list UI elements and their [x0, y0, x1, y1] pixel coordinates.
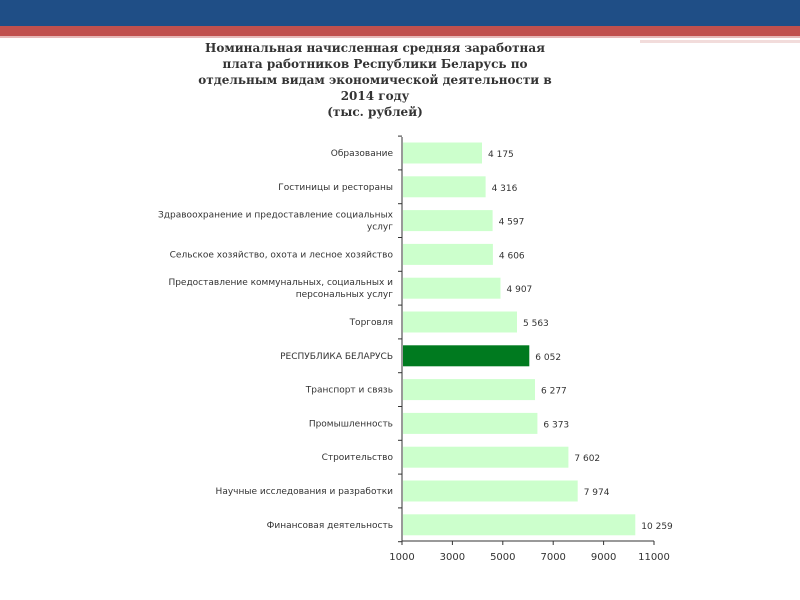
bar	[403, 446, 569, 468]
category-label: Промышленность	[309, 419, 393, 429]
category-label: Научные исследования и разработки	[216, 487, 394, 497]
x-tick-label: 11000	[638, 552, 670, 563]
value-label: 6 373	[543, 420, 569, 430]
category-label: Строительство	[322, 453, 394, 463]
x-tick-label: 1000	[389, 552, 414, 563]
bar	[403, 311, 517, 333]
category-label: Транспорт и связь	[305, 386, 393, 396]
value-label: 10 259	[641, 522, 673, 532]
bar	[403, 210, 493, 232]
value-label: 6 277	[541, 387, 567, 397]
title-line: 2014 году	[340, 89, 410, 103]
value-label: 4 316	[492, 184, 518, 194]
value-label: 6 052	[535, 353, 561, 363]
bar	[403, 514, 636, 536]
value-label: 7 974	[584, 488, 610, 498]
category-label: Финансовая деятельность	[267, 521, 393, 531]
category-label: Торговля	[349, 318, 393, 328]
category-label: Здравоохранение и предоставление социаль…	[158, 211, 394, 221]
title-line: плата работников Республики Беларусь по	[222, 57, 528, 71]
category-label: персональных услуг	[296, 290, 394, 300]
bar	[403, 176, 486, 198]
bar	[403, 379, 535, 401]
bar	[403, 142, 482, 164]
value-label: 5 563	[523, 319, 549, 329]
category-label: Образование	[331, 149, 394, 159]
x-tick-label: 5000	[490, 552, 515, 563]
bar	[403, 277, 501, 299]
bar	[403, 480, 578, 502]
category-label: услуг	[367, 223, 393, 233]
header-banner	[0, 0, 800, 43]
category-label: РЕСПУБЛИКА БЕЛАРУСЬ	[280, 352, 393, 362]
category-label: Сельское хозяйство, охота и лесное хозяй…	[170, 250, 394, 260]
title-line: отдельным видам экономической деятельнос…	[198, 73, 552, 87]
title-line: (тыс. рублей)	[327, 105, 423, 119]
value-label: 4 175	[488, 150, 514, 160]
x-tick-label: 7000	[540, 552, 565, 563]
chart-title: Номинальная начисленная средняя заработн…	[190, 40, 560, 120]
value-label: 4 597	[499, 218, 525, 228]
category-label: Предоставление коммунальных, социальных …	[168, 278, 393, 288]
x-tick-label: 3000	[440, 552, 465, 563]
x-tick-label: 9000	[591, 552, 616, 563]
bar	[403, 412, 538, 434]
category-label: Гостиницы и рестораны	[278, 183, 393, 193]
value-label: 4 606	[499, 251, 525, 261]
bar	[403, 243, 493, 265]
value-label: 4 907	[507, 285, 533, 295]
title-line: Номинальная начисленная средняя заработн…	[205, 41, 545, 55]
bar-highlight	[403, 345, 530, 367]
value-label: 7 602	[574, 454, 600, 464]
